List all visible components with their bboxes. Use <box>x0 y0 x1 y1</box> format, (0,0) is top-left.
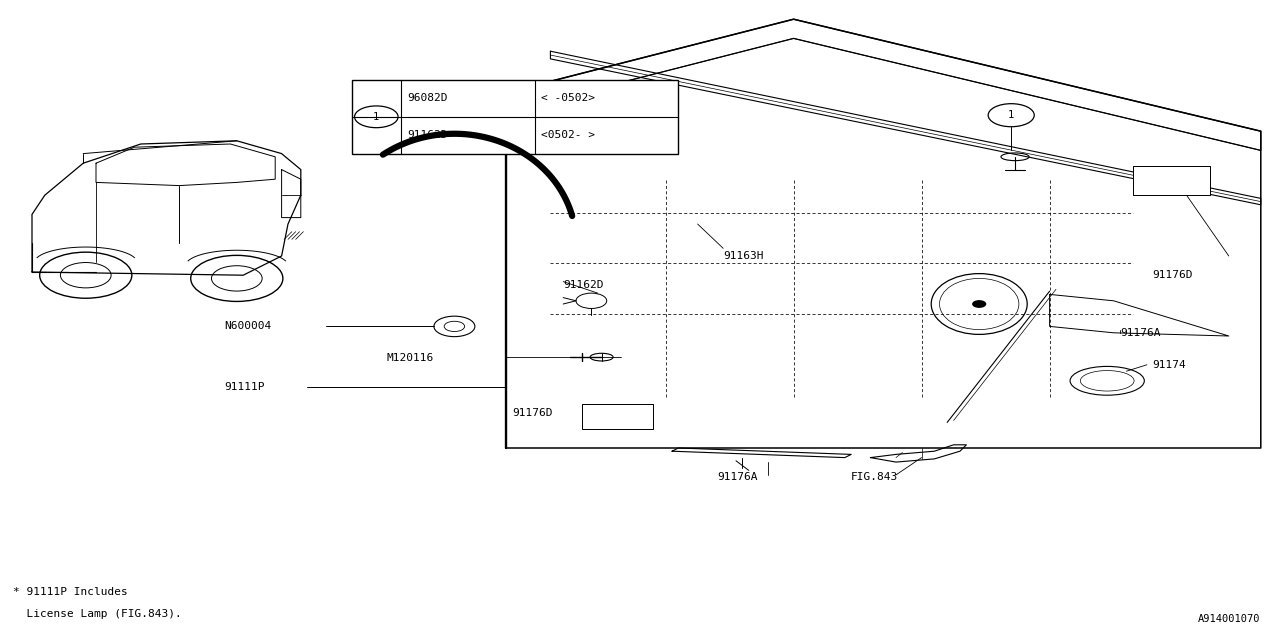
Text: License Lamp (FIG.843).: License Lamp (FIG.843). <box>13 609 182 620</box>
Text: 91111P: 91111P <box>224 382 265 392</box>
Text: 1: 1 <box>374 112 379 122</box>
Text: A914001070: A914001070 <box>1198 614 1261 624</box>
Text: 91174: 91174 <box>1152 360 1185 370</box>
Text: 91163H: 91163H <box>723 251 764 261</box>
Text: FIG.843: FIG.843 <box>851 472 899 482</box>
Text: 91176D: 91176D <box>1152 270 1193 280</box>
Text: * 91111P Includes: * 91111P Includes <box>13 587 128 597</box>
Text: 91176A: 91176A <box>717 472 758 482</box>
Text: N600004: N600004 <box>224 321 271 332</box>
Bar <box>582 404 653 429</box>
Text: M120116: M120116 <box>387 353 434 364</box>
Circle shape <box>973 301 986 307</box>
Bar <box>1133 166 1210 195</box>
Text: 91162D: 91162D <box>407 130 448 140</box>
Text: 1: 1 <box>1009 110 1014 120</box>
Text: < -0502>: < -0502> <box>541 93 595 104</box>
Text: <0502- >: <0502- > <box>541 130 595 140</box>
Bar <box>352 80 678 154</box>
Text: 96082D: 96082D <box>407 93 448 104</box>
Text: 91162D: 91162D <box>563 280 604 290</box>
Text: 91176A: 91176A <box>1120 328 1161 338</box>
Text: 91176D: 91176D <box>512 408 553 418</box>
